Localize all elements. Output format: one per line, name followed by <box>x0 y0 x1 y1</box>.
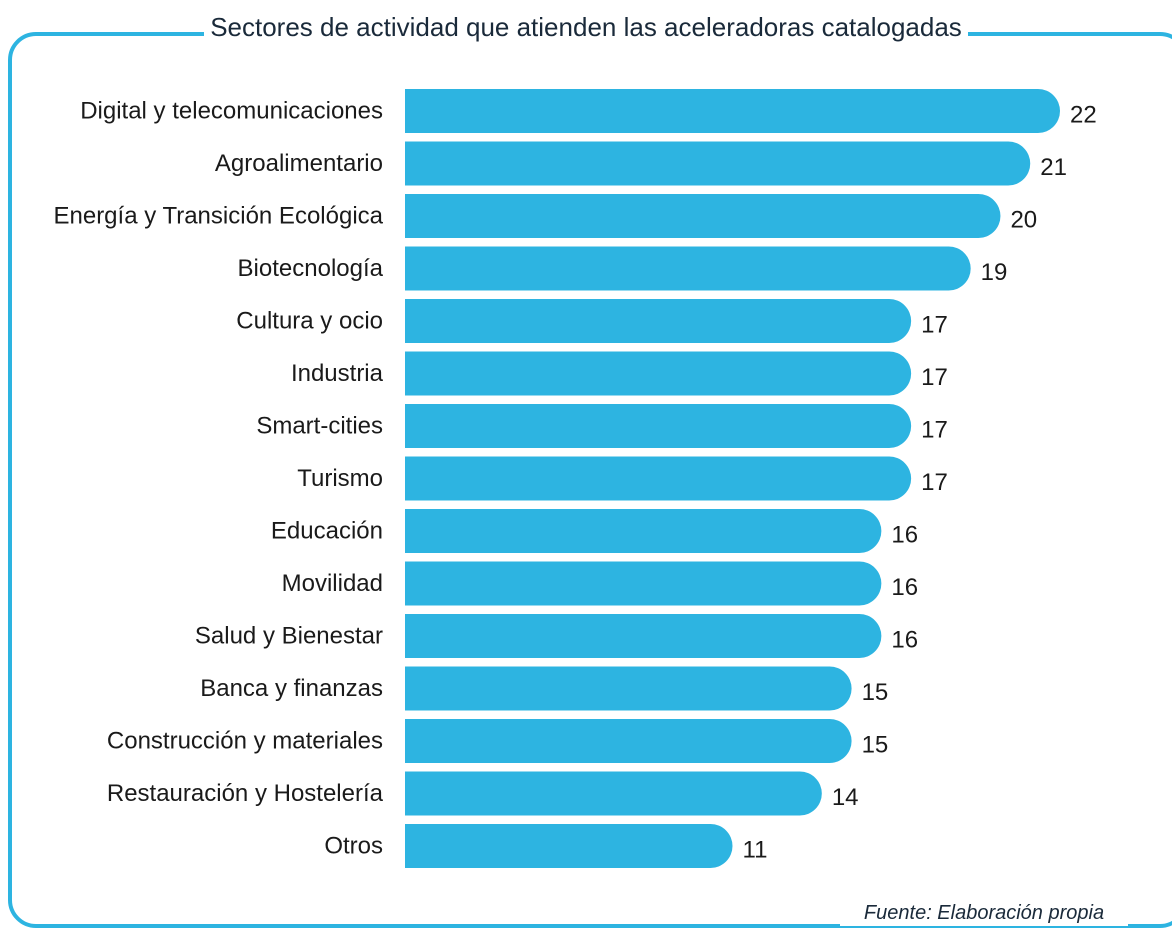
source-note: Fuente: Elaboración propia <box>840 900 1128 926</box>
category-label: Turismo <box>297 465 383 492</box>
value-label: 17 <box>921 469 948 496</box>
category-label: Restauración y Hostelería <box>107 780 384 807</box>
bar <box>405 299 912 343</box>
value-label: 16 <box>891 522 918 549</box>
category-label: Smart-cities <box>256 413 383 440</box>
category-label: Industria <box>291 360 384 387</box>
value-label: 15 <box>862 679 889 706</box>
chart-title: Sectores de actividad que atienden las a… <box>204 10 968 44</box>
value-label: 15 <box>862 732 889 759</box>
category-label: Movilidad <box>282 570 383 597</box>
value-label: 14 <box>832 784 859 811</box>
value-label: 20 <box>1010 207 1037 234</box>
bar <box>405 456 912 501</box>
value-label: 16 <box>891 627 918 654</box>
value-label: 17 <box>921 364 948 391</box>
category-label: Energía y Transición Ecológica <box>53 203 383 230</box>
bar <box>405 509 882 553</box>
bar <box>405 194 1001 238</box>
category-label: Construcción y materiales <box>107 728 383 755</box>
value-label: 17 <box>921 312 948 339</box>
category-label: Digital y telecomunicaciones <box>80 98 383 125</box>
value-label: 11 <box>743 837 768 864</box>
bar <box>405 666 852 711</box>
bar <box>405 141 1031 186</box>
category-label: Educación <box>271 518 383 545</box>
bar <box>405 771 822 816</box>
bar <box>405 719 852 763</box>
category-label: Banca y finanzas <box>200 675 383 702</box>
category-label: Cultura y ocio <box>236 308 383 335</box>
category-label: Biotecnología <box>238 255 384 282</box>
bar <box>405 404 912 448</box>
value-label: 19 <box>981 259 1008 286</box>
value-label: 22 <box>1070 102 1097 129</box>
bar <box>405 561 882 606</box>
bar <box>405 351 912 396</box>
bar <box>405 824 733 868</box>
value-label: 21 <box>1040 154 1067 181</box>
value-label: 17 <box>921 417 948 444</box>
category-label: Agroalimentario <box>215 150 383 177</box>
bar <box>405 614 882 658</box>
value-label: 16 <box>891 574 918 601</box>
bar <box>405 246 971 291</box>
category-label: Otros <box>324 833 383 860</box>
bar <box>405 89 1060 133</box>
category-label: Salud y Bienestar <box>195 623 383 650</box>
